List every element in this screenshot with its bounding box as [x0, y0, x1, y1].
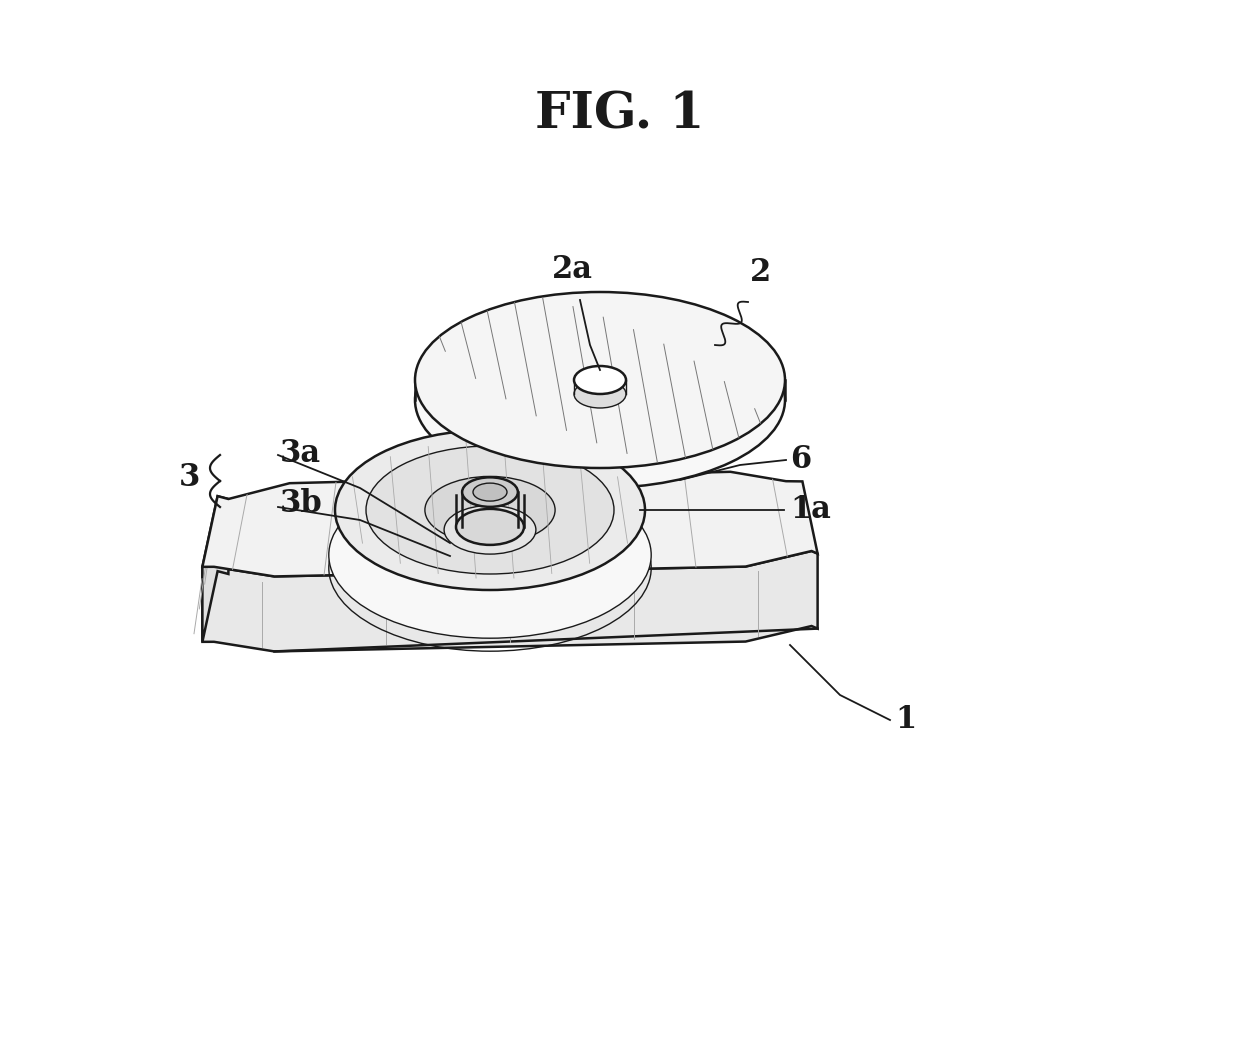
Text: 1a: 1a: [790, 495, 831, 525]
Ellipse shape: [472, 483, 507, 501]
Text: 2a: 2a: [552, 254, 593, 285]
Ellipse shape: [415, 292, 785, 468]
Ellipse shape: [329, 472, 651, 639]
Ellipse shape: [463, 478, 518, 507]
Text: 1: 1: [895, 704, 916, 736]
Polygon shape: [202, 551, 817, 651]
Text: 3a: 3a: [280, 437, 321, 468]
Text: 6: 6: [790, 445, 811, 475]
Text: 3b: 3b: [280, 487, 322, 519]
Text: FIG. 1: FIG. 1: [536, 90, 704, 140]
Ellipse shape: [366, 446, 614, 574]
Text: 2: 2: [750, 257, 771, 288]
Polygon shape: [202, 497, 228, 642]
Text: 3: 3: [179, 463, 200, 493]
Ellipse shape: [574, 380, 626, 408]
Polygon shape: [202, 472, 817, 576]
Ellipse shape: [444, 505, 536, 554]
Ellipse shape: [425, 477, 556, 543]
Ellipse shape: [415, 312, 785, 488]
Ellipse shape: [335, 430, 645, 590]
Ellipse shape: [456, 509, 525, 545]
Ellipse shape: [574, 366, 626, 394]
